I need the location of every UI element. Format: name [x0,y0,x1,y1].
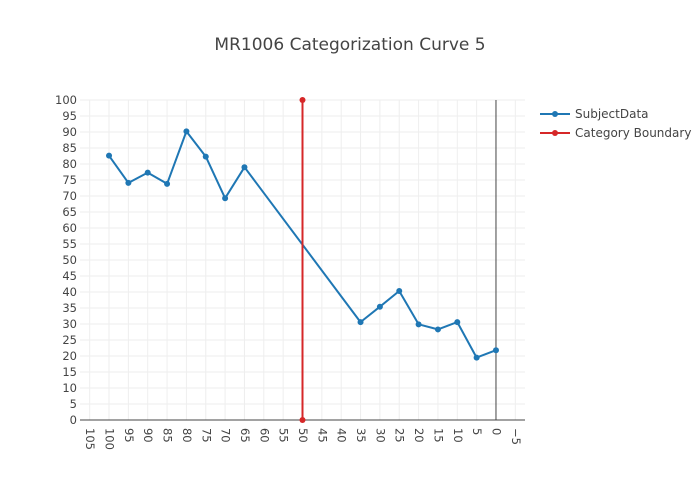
x-tick-label: 100 [103,428,117,450]
legend-item[interactable]: Category Boundary [540,126,691,140]
x-tick-label: 35 [354,428,368,443]
y-tick-label: 60 [62,221,77,235]
data-point [434,326,441,333]
y-tick-label: 95 [62,109,77,123]
y-tick-label: 65 [62,205,77,219]
data-point [396,288,403,295]
data-point [473,354,480,361]
data-point [106,152,113,159]
series-layer [106,97,499,423]
data-point [125,179,132,186]
data-point [357,319,364,326]
legend-marker [552,111,558,117]
y-tick-label: 25 [62,333,77,347]
y-tick-label: 0 [70,413,77,427]
x-tick-label: 80 [180,428,194,443]
data-point [454,319,461,326]
data-point [415,321,422,328]
data-point [164,180,171,187]
data-point [492,347,499,354]
data-point [299,417,306,423]
x-tick-label: 30 [373,428,387,443]
x-tick-label: 0 [489,428,503,435]
y-tick-label: 100 [55,93,77,107]
x-tick-label: 10 [451,428,465,443]
x-tick-label: 5 [470,428,484,435]
data-point [299,97,306,103]
y-tick-label: 55 [62,237,77,251]
legend-marker [552,130,558,136]
y-tick-label: 15 [62,365,77,379]
x-tick-label: 60 [257,428,271,443]
x-tick-label: 15 [431,428,445,443]
x-tick-label: 55 [277,428,291,443]
y-tick-label: 90 [62,125,77,139]
legend-label: Category Boundary [575,126,691,140]
x-tick-label: 45 [315,428,329,443]
y-tick-label: 20 [62,349,77,363]
x-tick-label: 75 [199,428,213,443]
x-tick-label: 95 [122,428,136,443]
x-tick-label: 40 [335,428,349,443]
y-tick-label: 70 [62,189,77,203]
y-tick-label: 85 [62,141,77,155]
data-point [183,128,190,135]
data-point [144,169,151,176]
x-tick-label: 65 [238,428,252,443]
data-point [376,303,383,310]
chart-title: MR1006 Categorization Curve 5 [214,35,485,55]
x-tick-label: 20 [412,428,426,443]
y-tick-label: 75 [62,173,77,187]
y-tick-label: 80 [62,157,77,171]
legend[interactable]: SubjectData Category Boundary [540,107,691,140]
data-point [202,153,209,160]
data-point [241,164,248,171]
data-point [222,195,229,202]
x-tick-label: −5 [509,428,523,445]
legend-item[interactable]: SubjectData [540,107,649,121]
axes: 0510152025303540455055606570758085909510… [55,93,525,450]
y-tick-label: 30 [62,317,77,331]
x-tick-label: 25 [393,428,407,443]
y-tick-label: 10 [62,381,77,395]
y-tick-label: 45 [62,269,77,283]
x-tick-label: 50 [296,428,310,443]
y-tick-label: 50 [62,253,77,267]
legend-label: SubjectData [575,107,649,121]
y-tick-label: 40 [62,285,77,299]
y-tick-label: 5 [70,397,77,411]
x-tick-label: 105 [83,428,97,450]
x-tick-label: 85 [161,428,175,443]
x-tick-label: 70 [219,428,233,443]
x-tick-label: 90 [141,428,155,443]
y-tick-label: 35 [62,301,77,315]
